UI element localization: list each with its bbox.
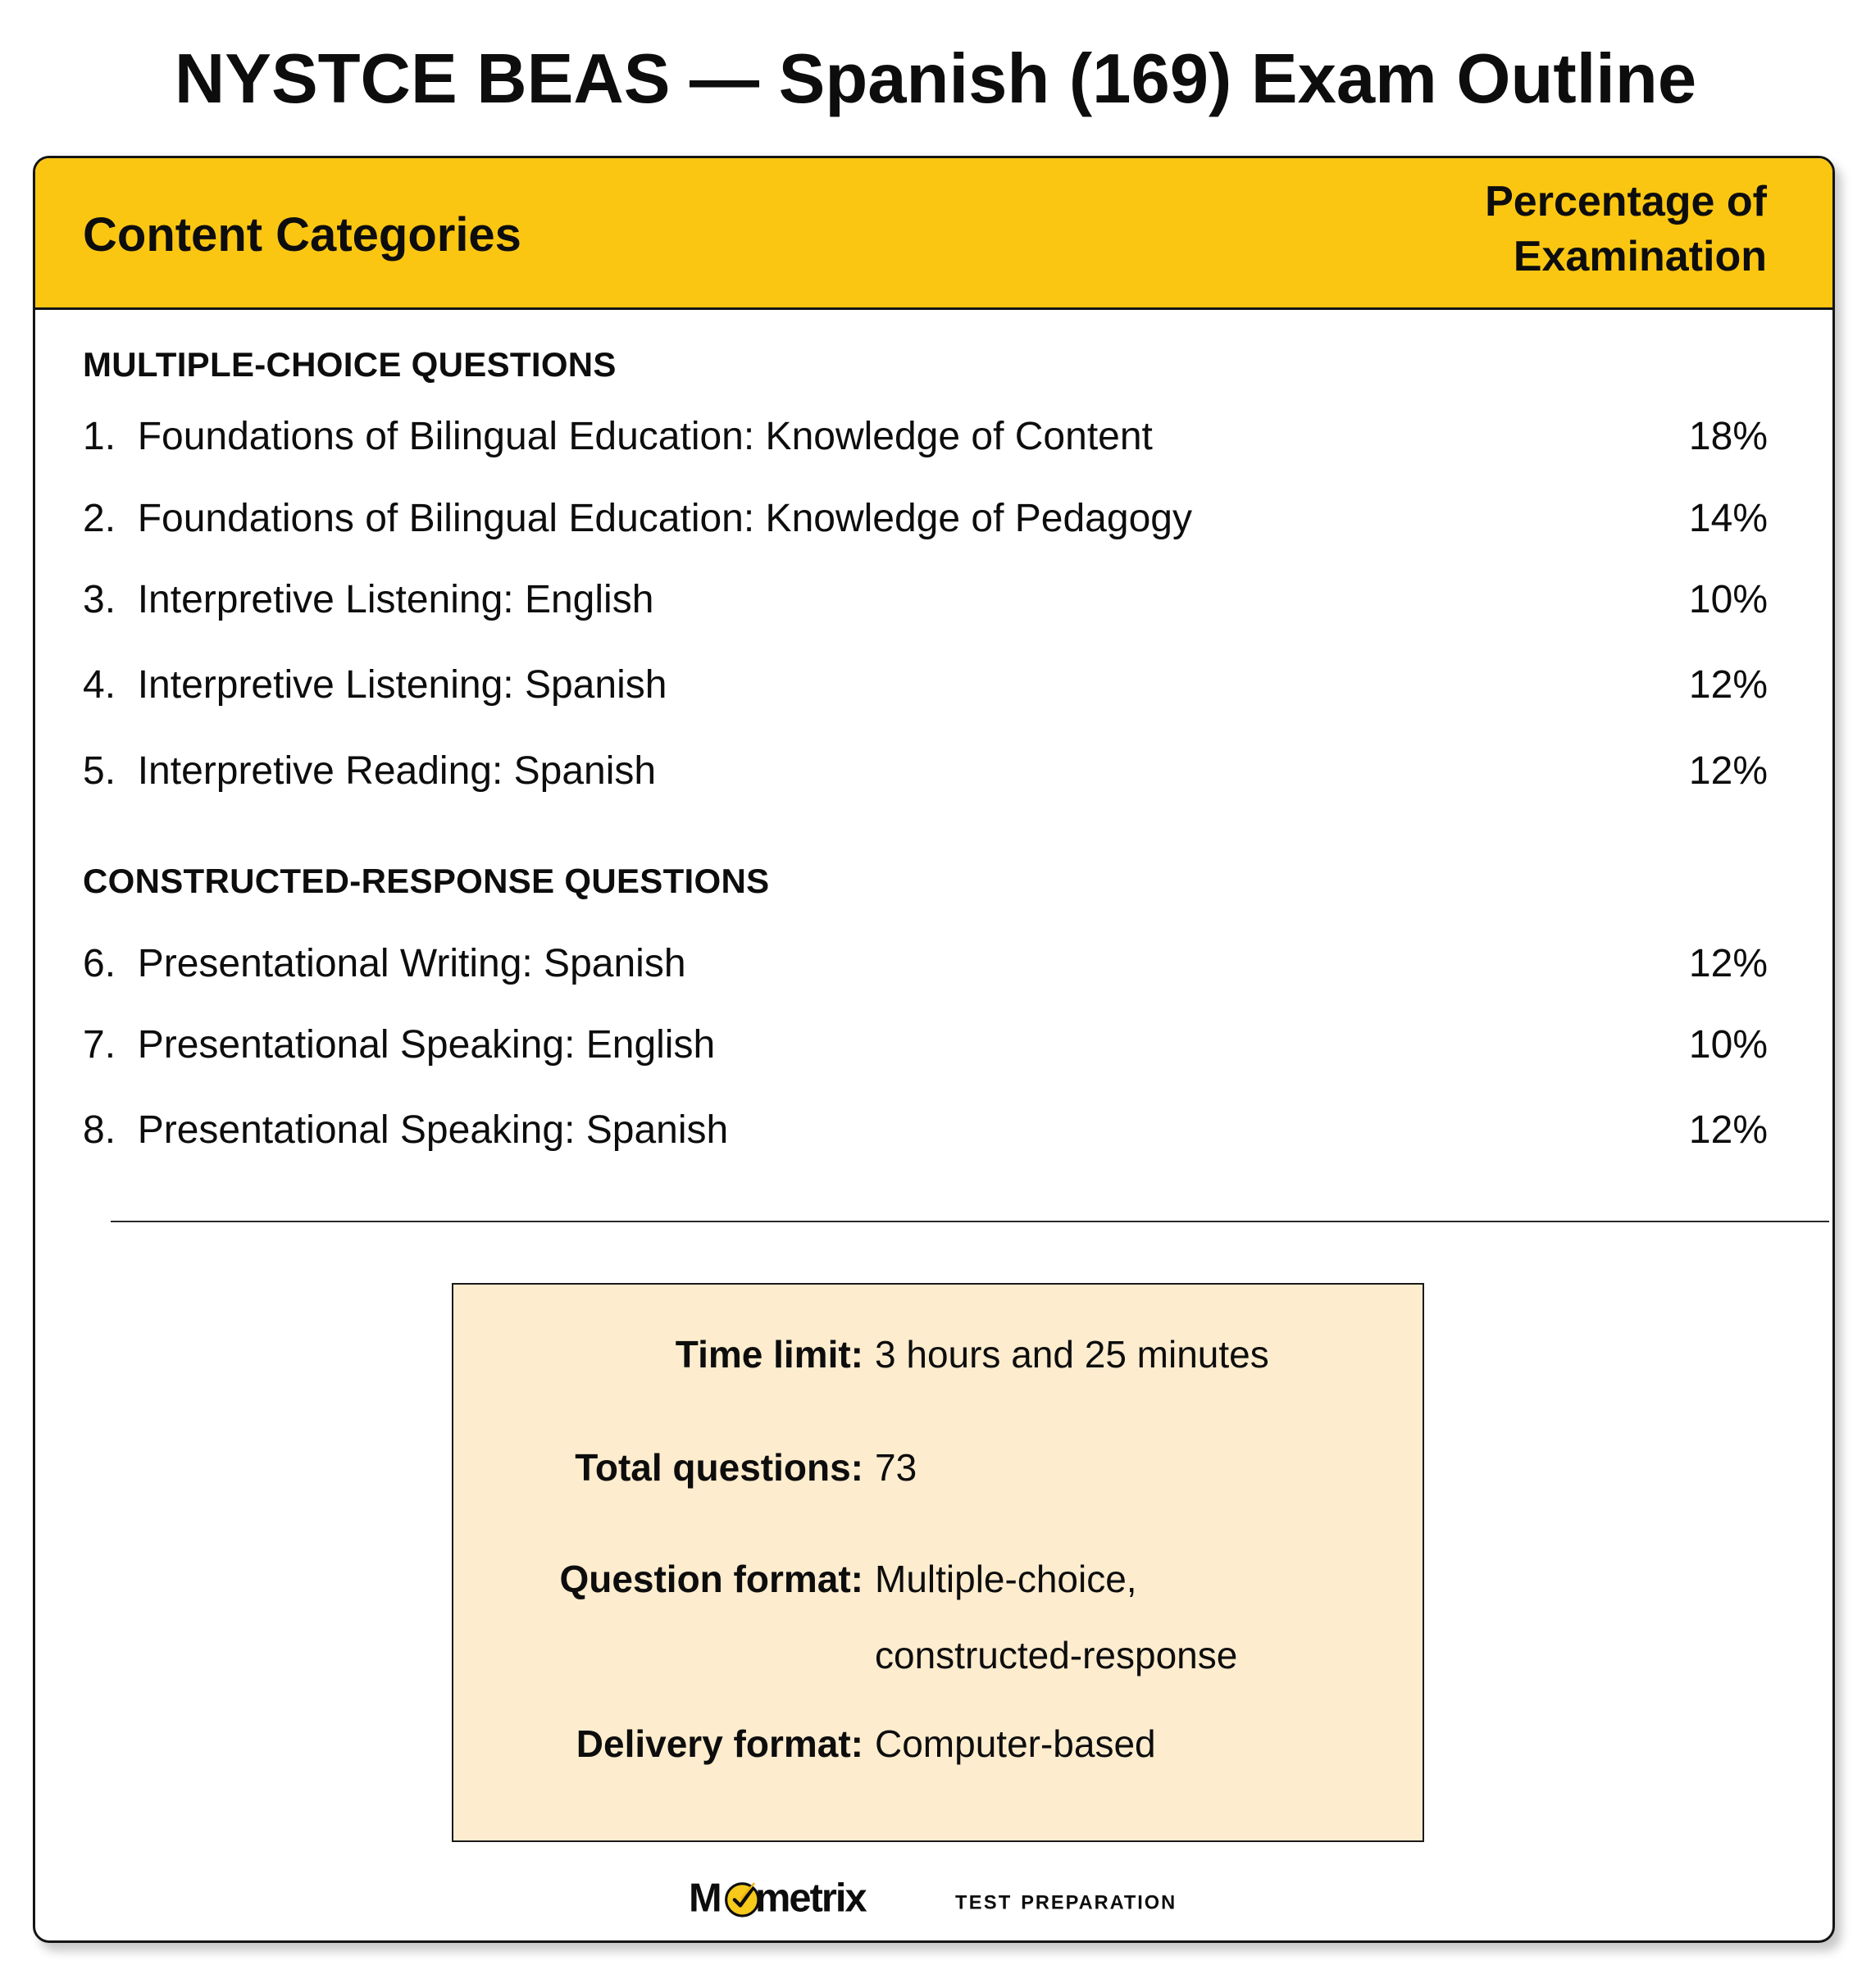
svg-text:M: M [689, 1877, 721, 1921]
svg-text:PREPARATION: PREPARATION [1021, 1892, 1177, 1913]
svg-text:metrix: metrix [755, 1877, 867, 1921]
svg-text:TEST: TEST [955, 1892, 1013, 1913]
